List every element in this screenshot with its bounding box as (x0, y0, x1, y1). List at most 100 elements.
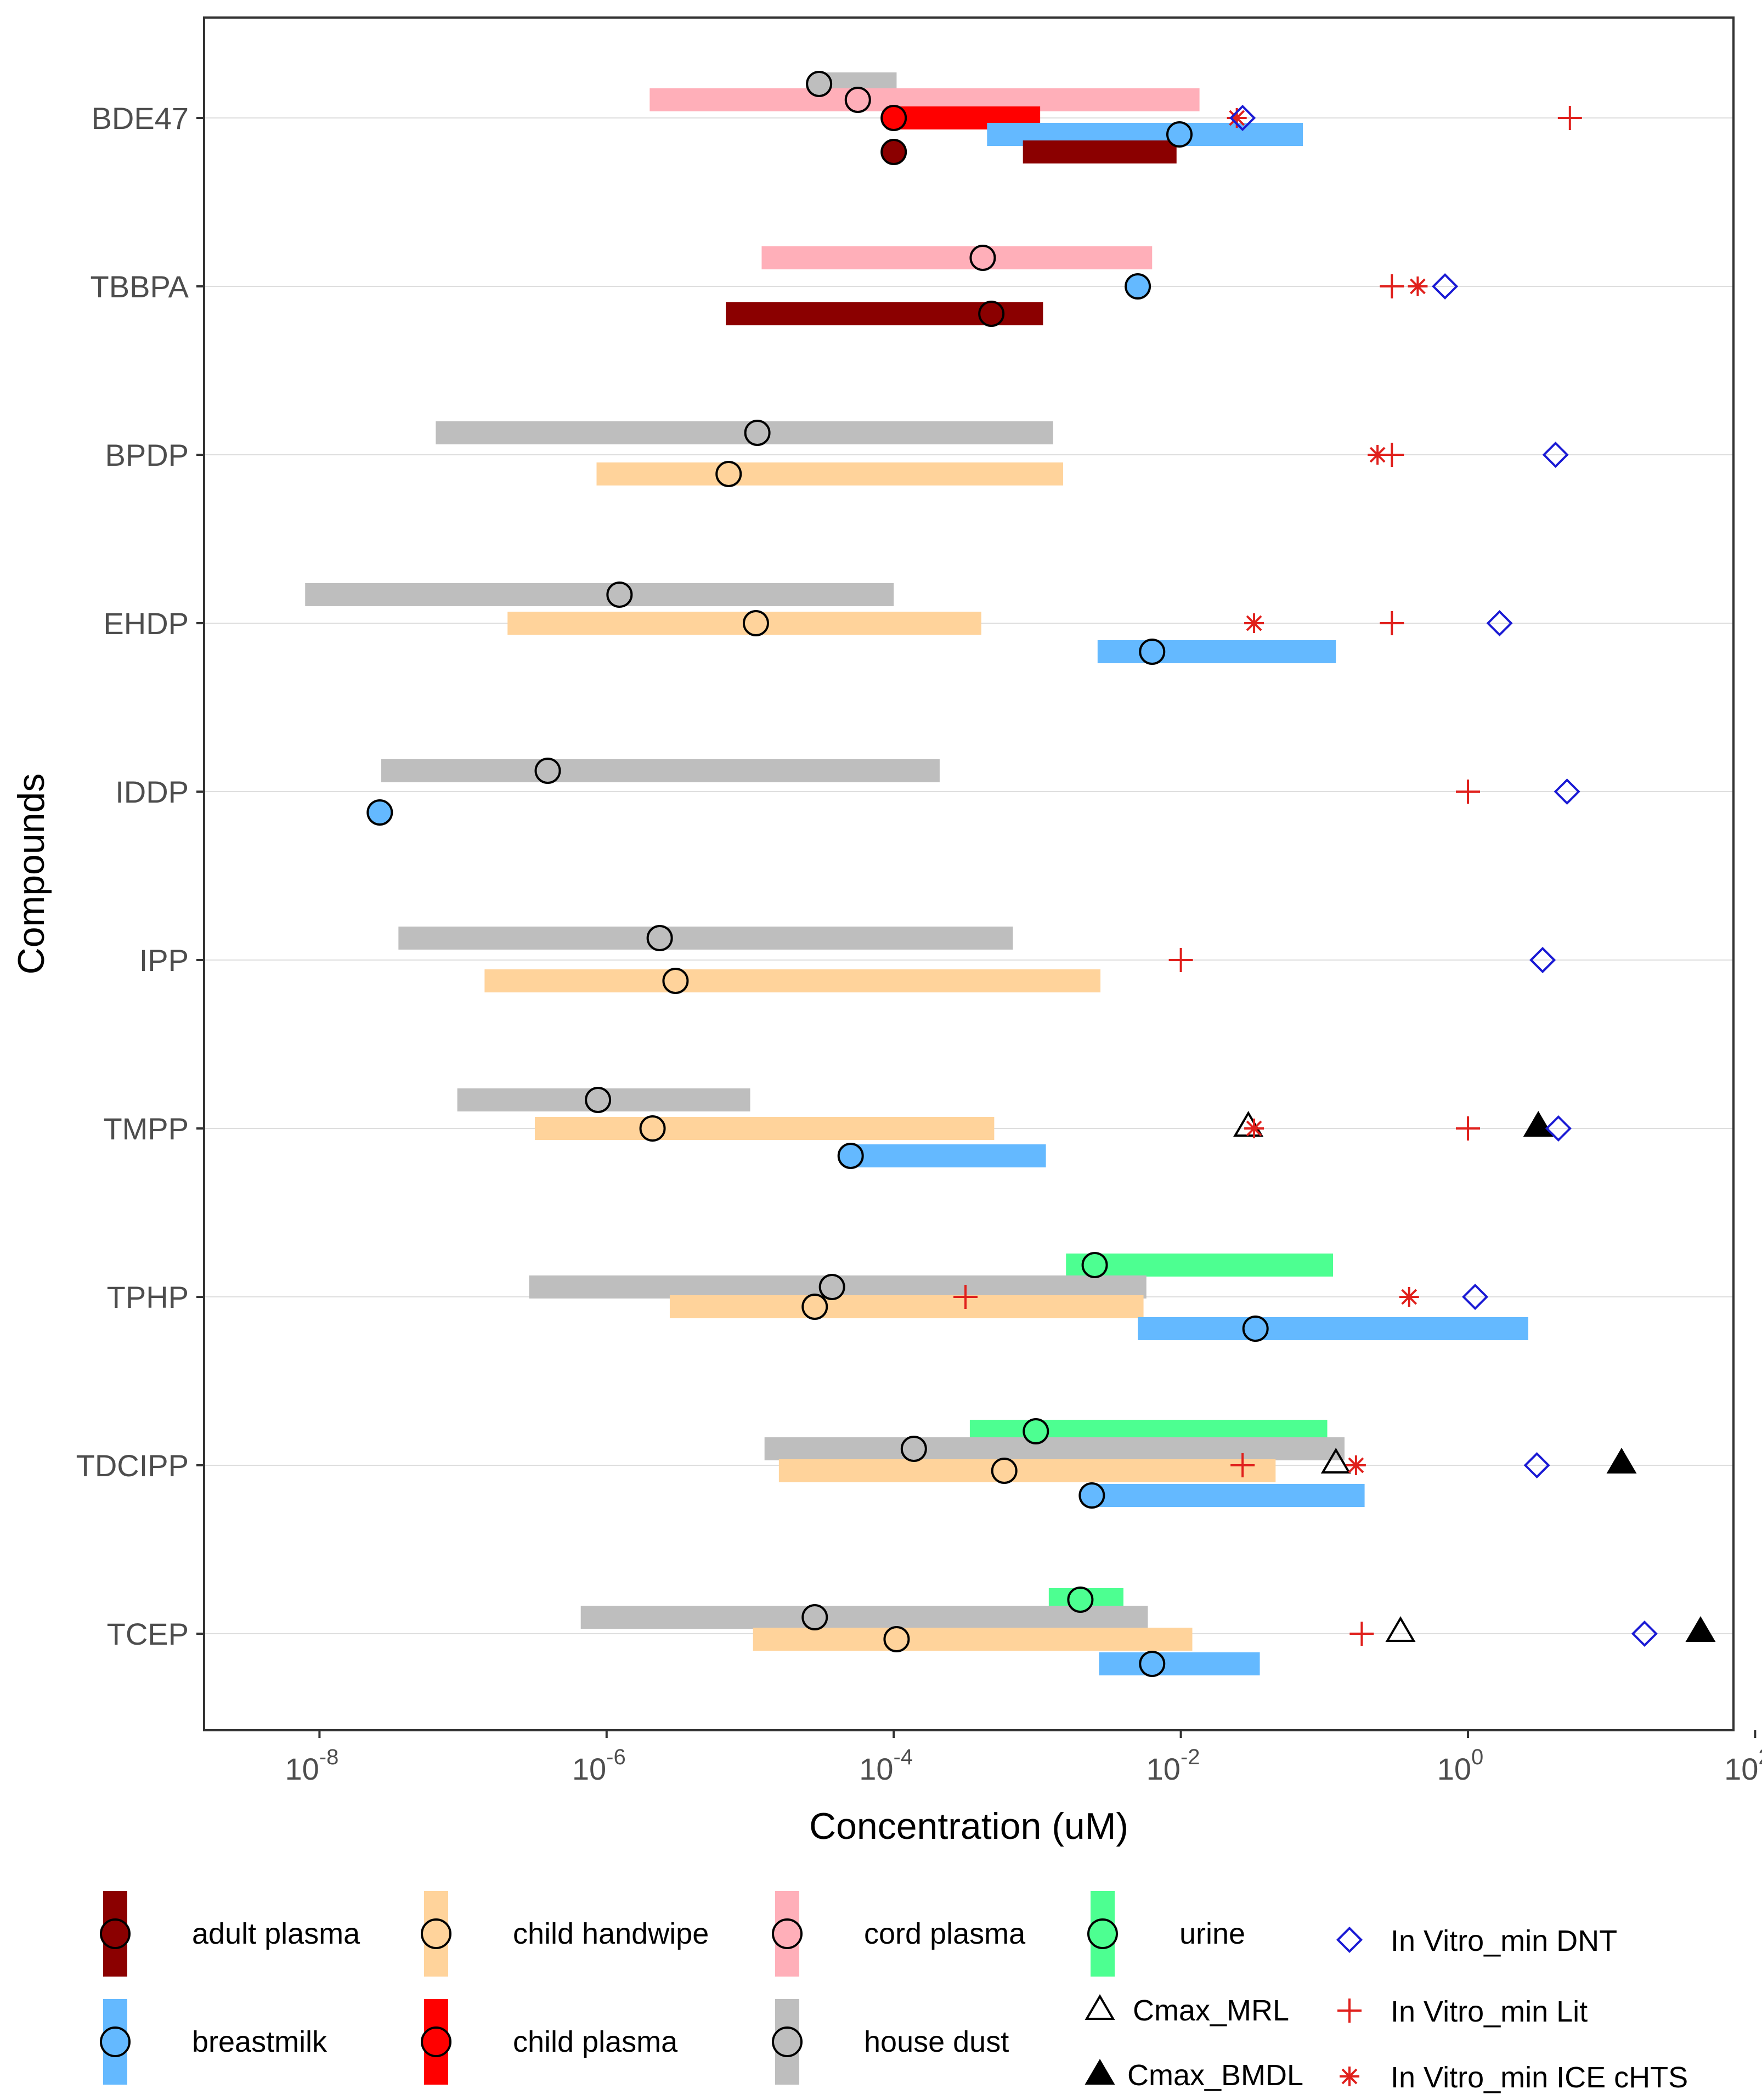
y-tick-label-ipp: IPP (139, 943, 189, 978)
median-points (366, 71, 1269, 1677)
median-point-ehdp-house-dust (606, 582, 633, 608)
y-axis-title: Compounds (10, 774, 52, 975)
range-bar-bpdp-child-handwipe (596, 462, 1064, 486)
legend-item-mrl: Cmax_MRL (1085, 1994, 1289, 2027)
legend-label-mrl: Cmax_MRL (1133, 1994, 1289, 2027)
legend-label-lit: In Vitro_min Lit (1391, 1995, 1588, 2028)
legend-key-point-breastmilk (100, 2026, 131, 2057)
legend-label-ice: In Vitro_min ICE cHTS (1391, 2061, 1688, 2094)
marker-bmdl-tmpp (1523, 1111, 1554, 1137)
marker-lit-ipp (1168, 948, 1193, 972)
median-point-tmpp-breastmilk (837, 1143, 864, 1169)
y-tick-label-bpdp: BPDP (105, 438, 189, 472)
legend-item-child-handwipe: child handwipe (421, 1891, 709, 1977)
in-vitro-markers (953, 104, 1716, 1647)
legend-label-adult-plasma: adult plasma (192, 1917, 360, 1950)
legend-item-cord-plasma: cord plasma (772, 1891, 1026, 1977)
marker-dnt-tcep (1631, 1620, 1658, 1647)
median-point-bpdp-child-handwipe (715, 461, 742, 487)
marker-lit-tcep (1349, 1622, 1374, 1646)
legend-key-mrl (1085, 1994, 1115, 2020)
y-tick-label-tbbpa: TBBPA (91, 269, 189, 304)
range-bar-tdcipp-breastmilk (1092, 1484, 1365, 1507)
marker-mrl-tcep (1385, 1616, 1416, 1642)
legend-item-lit: In Vitro_min Lit (1337, 1995, 1588, 2028)
range-bar-bde47-adult-plasma (1023, 140, 1177, 163)
legend-item-adult-plasma: adult plasma (100, 1891, 360, 1977)
legend-item-breastmilk: breastmilk (100, 1999, 327, 2085)
legend-label-bmdl: Cmax_BMDL (1127, 2059, 1303, 2092)
median-point-ehdp-child-handwipe (742, 610, 769, 636)
y-tick-label-ehdp: EHDP (103, 606, 189, 641)
marker-dnt-ehdp (1486, 609, 1513, 637)
median-point-iddp-breastmilk (366, 799, 393, 826)
median-point-tcep-breastmilk (1139, 1651, 1166, 1677)
legend: adult plasma breastmilk child handwipe chil… (100, 1891, 1688, 2094)
y-tick-label-tphp: TPHP (107, 1280, 189, 1314)
marker-lit-bde47 (1557, 106, 1582, 130)
median-point-bde47-cord-plasma (844, 87, 871, 113)
marker-lit-iddp (1456, 780, 1480, 804)
marker-dnt-tmpp (1545, 1115, 1572, 1142)
median-point-tcep-child-handwipe (883, 1626, 910, 1652)
median-point-tdcipp-house-dust (900, 1436, 927, 1462)
median-point-bde47-adult-plasma (880, 139, 907, 165)
median-point-tmpp-house-dust (585, 1087, 612, 1113)
median-point-tbbpa-breastmilk (1125, 273, 1151, 300)
legend-key-point-child-handwipe (421, 1918, 451, 1949)
legend-label-urine: urine (1179, 1917, 1245, 1950)
range-bar-tmpp-breastmilk (850, 1144, 1046, 1167)
range-bar-iddp-house-dust (381, 759, 940, 782)
range-bar-tcep-child-handwipe (753, 1628, 1193, 1651)
y-tick-label-tmpp: TMPP (103, 1111, 189, 1146)
legend-item-urine: urine (1087, 1891, 1245, 1977)
marker-dnt-bpdp (1542, 441, 1569, 468)
range-bar-tcep-breastmilk (1099, 1652, 1260, 1675)
x-tick-label--2: 10-2 (1147, 1745, 1200, 1786)
legend-label-child-handwipe: child handwipe (513, 1917, 709, 1950)
median-point-tphp-house-dust (818, 1274, 845, 1300)
median-point-tcep-urine (1067, 1587, 1094, 1613)
marker-dnt-tphp (1462, 1283, 1489, 1311)
y-axis: BDE47 TBBPA BPDP EHDP IDDP IPP TMPP TPHP TDCIPP T… (76, 101, 204, 1651)
marker-ice-ehdp (1244, 613, 1264, 633)
marker-bmdl-tdcipp (1606, 1448, 1637, 1474)
marker-bmdl-tcep (1685, 1616, 1716, 1642)
range-bar-tdcipp-child-handwipe (778, 1459, 1276, 1482)
marker-dnt-tdcipp (1523, 1452, 1550, 1479)
range-bar-ehdp-house-dust (305, 583, 894, 606)
marker-lit-ehdp (1380, 611, 1404, 635)
legend-label-cord-plasma: cord plasma (864, 1917, 1026, 1950)
median-point-bde47-house-dust (806, 71, 833, 97)
range-bar-tphp-breastmilk (1138, 1317, 1528, 1340)
marker-lit-tbbpa (1380, 274, 1404, 298)
legend-key-dnt (1336, 1926, 1363, 1954)
median-point-tphp-urine (1081, 1252, 1108, 1278)
legend-key-point-cord-plasma (772, 1918, 803, 1949)
median-point-bde47-child-plasma (880, 105, 907, 131)
median-point-tdcipp-urine (1023, 1418, 1049, 1444)
y-tick-label-iddp: IDDP (115, 775, 189, 809)
y-tick-label-tcep: TCEP (107, 1617, 189, 1651)
legend-item-bmdl: Cmax_BMDL (1085, 2059, 1303, 2092)
median-point-tcep-house-dust (801, 1604, 828, 1630)
median-point-tdcipp-breastmilk (1078, 1482, 1105, 1509)
marker-lit-tdcipp (1230, 1453, 1255, 1477)
y-tick-label-tdcipp: TDCIPP (76, 1448, 189, 1483)
marker-ice-tphp (1399, 1287, 1419, 1307)
legend-key-point-house-dust (772, 2026, 803, 2057)
median-point-tbbpa-cord-plasma (969, 245, 996, 271)
marker-lit-tmpp (1456, 1116, 1480, 1141)
legend-key-point-urine (1087, 1918, 1118, 1949)
range-bar-tdcipp-house-dust (764, 1437, 1345, 1460)
legend-key-ice (1340, 2067, 1359, 2086)
marker-lit-bpdp (1380, 443, 1404, 467)
x-tick-label--4: 10-4 (859, 1745, 913, 1786)
range-bar-tcep-house-dust (580, 1606, 1148, 1629)
marker-lit-tphp (953, 1285, 978, 1309)
marker-dnt-ipp (1529, 946, 1556, 974)
range-bar-tphp-child-handwipe (669, 1295, 1144, 1318)
legend-item-house-dust: house dust (772, 1999, 1009, 2085)
